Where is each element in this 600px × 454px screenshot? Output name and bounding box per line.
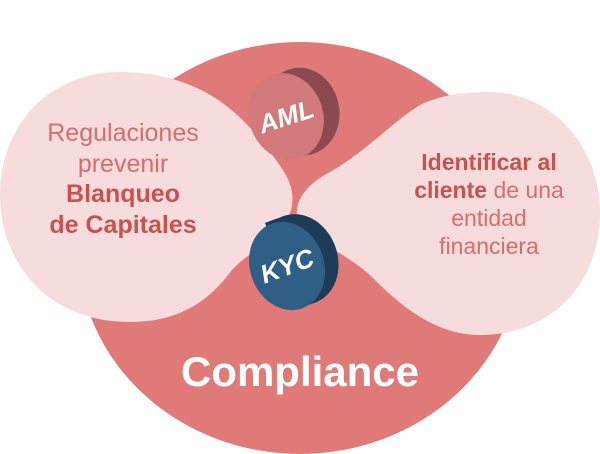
right-line-3: entidad [451, 205, 527, 232]
right-line-2-rest: de una [487, 177, 564, 204]
right-bold-line-1: Identificar al [421, 149, 557, 175]
right-bubble-text: Identificar al cliente de una entidad fi… [384, 148, 594, 260]
right-bold-word: cliente [414, 177, 488, 204]
left-bubble [0, 72, 293, 322]
compliance-title: Compliance [180, 348, 420, 395]
left-bold-line-2: de Capitales [49, 210, 197, 239]
left-bold-line-1: Blanqueo [66, 180, 180, 208]
left-bubble-text: Regulaciones prevenir Blanqueo de Capita… [18, 118, 228, 240]
right-line-4: financiera [439, 233, 539, 260]
kyc-coin: KYC [249, 214, 339, 311]
right-bubble [296, 92, 600, 335]
left-line-2: prevenir [77, 149, 169, 178]
left-line-1: Regulaciones [47, 119, 199, 147]
aml-coin: AML [248, 67, 340, 160]
